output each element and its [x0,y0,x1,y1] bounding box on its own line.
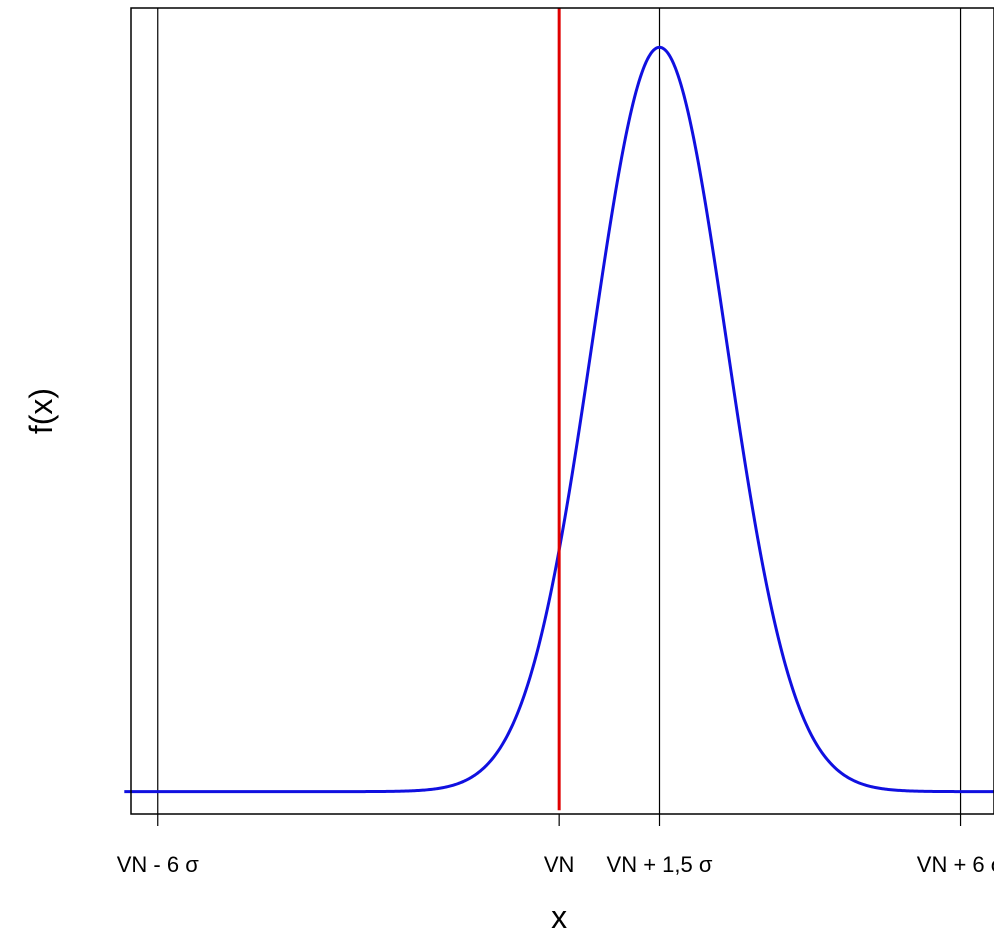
y-axis-title: f(x) [23,388,59,434]
plot-area [124,8,994,814]
x-axis: VN - 6 σ VN VN + 1,5 σ VN + 6 σ [117,814,994,877]
x-tick-label: VN [544,852,575,877]
plot-frame [130,7,994,815]
x-tick-label: VN + 6 σ [917,852,994,877]
x-tick-label: VN - 6 σ [117,852,199,877]
x-tick-label: VN + 1,5 σ [607,852,713,877]
x-axis-title: x [551,899,567,935]
